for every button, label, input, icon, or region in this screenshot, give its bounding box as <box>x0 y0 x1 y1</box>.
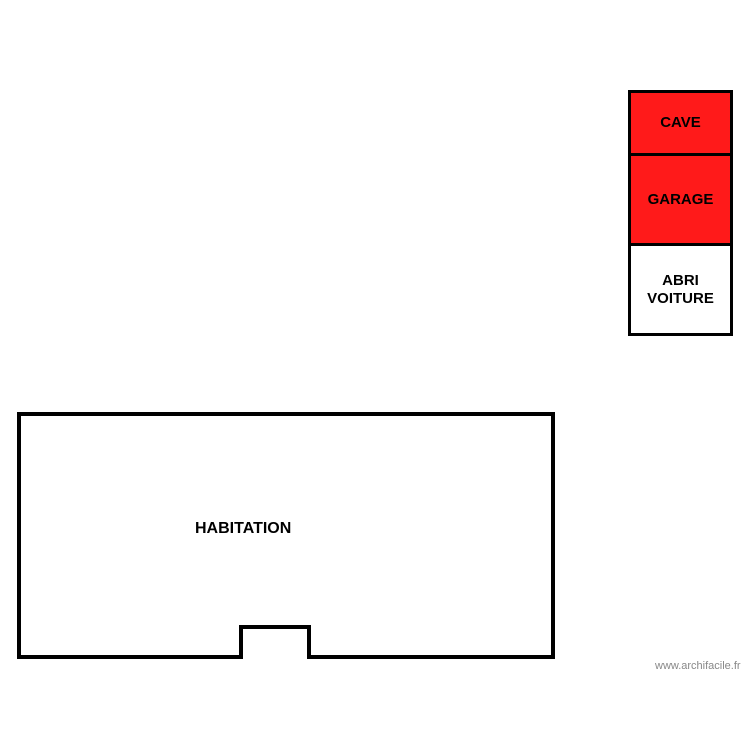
legend-item-abri-voiture: ABRI VOITURE <box>628 246 733 336</box>
watermark-text: www.archifacile.fr <box>655 660 741 672</box>
legend-item-garage: GARAGE <box>628 156 733 246</box>
legend-item-cave: CAVE <box>628 90 733 156</box>
habitation-label: HABITATION <box>195 520 291 538</box>
legend-item-label-cave: CAVE <box>660 114 701 132</box>
legend-item-label-garage: GARAGE <box>648 191 714 209</box>
legend-item-label-abri-voiture: ABRI VOITURE <box>647 272 714 308</box>
